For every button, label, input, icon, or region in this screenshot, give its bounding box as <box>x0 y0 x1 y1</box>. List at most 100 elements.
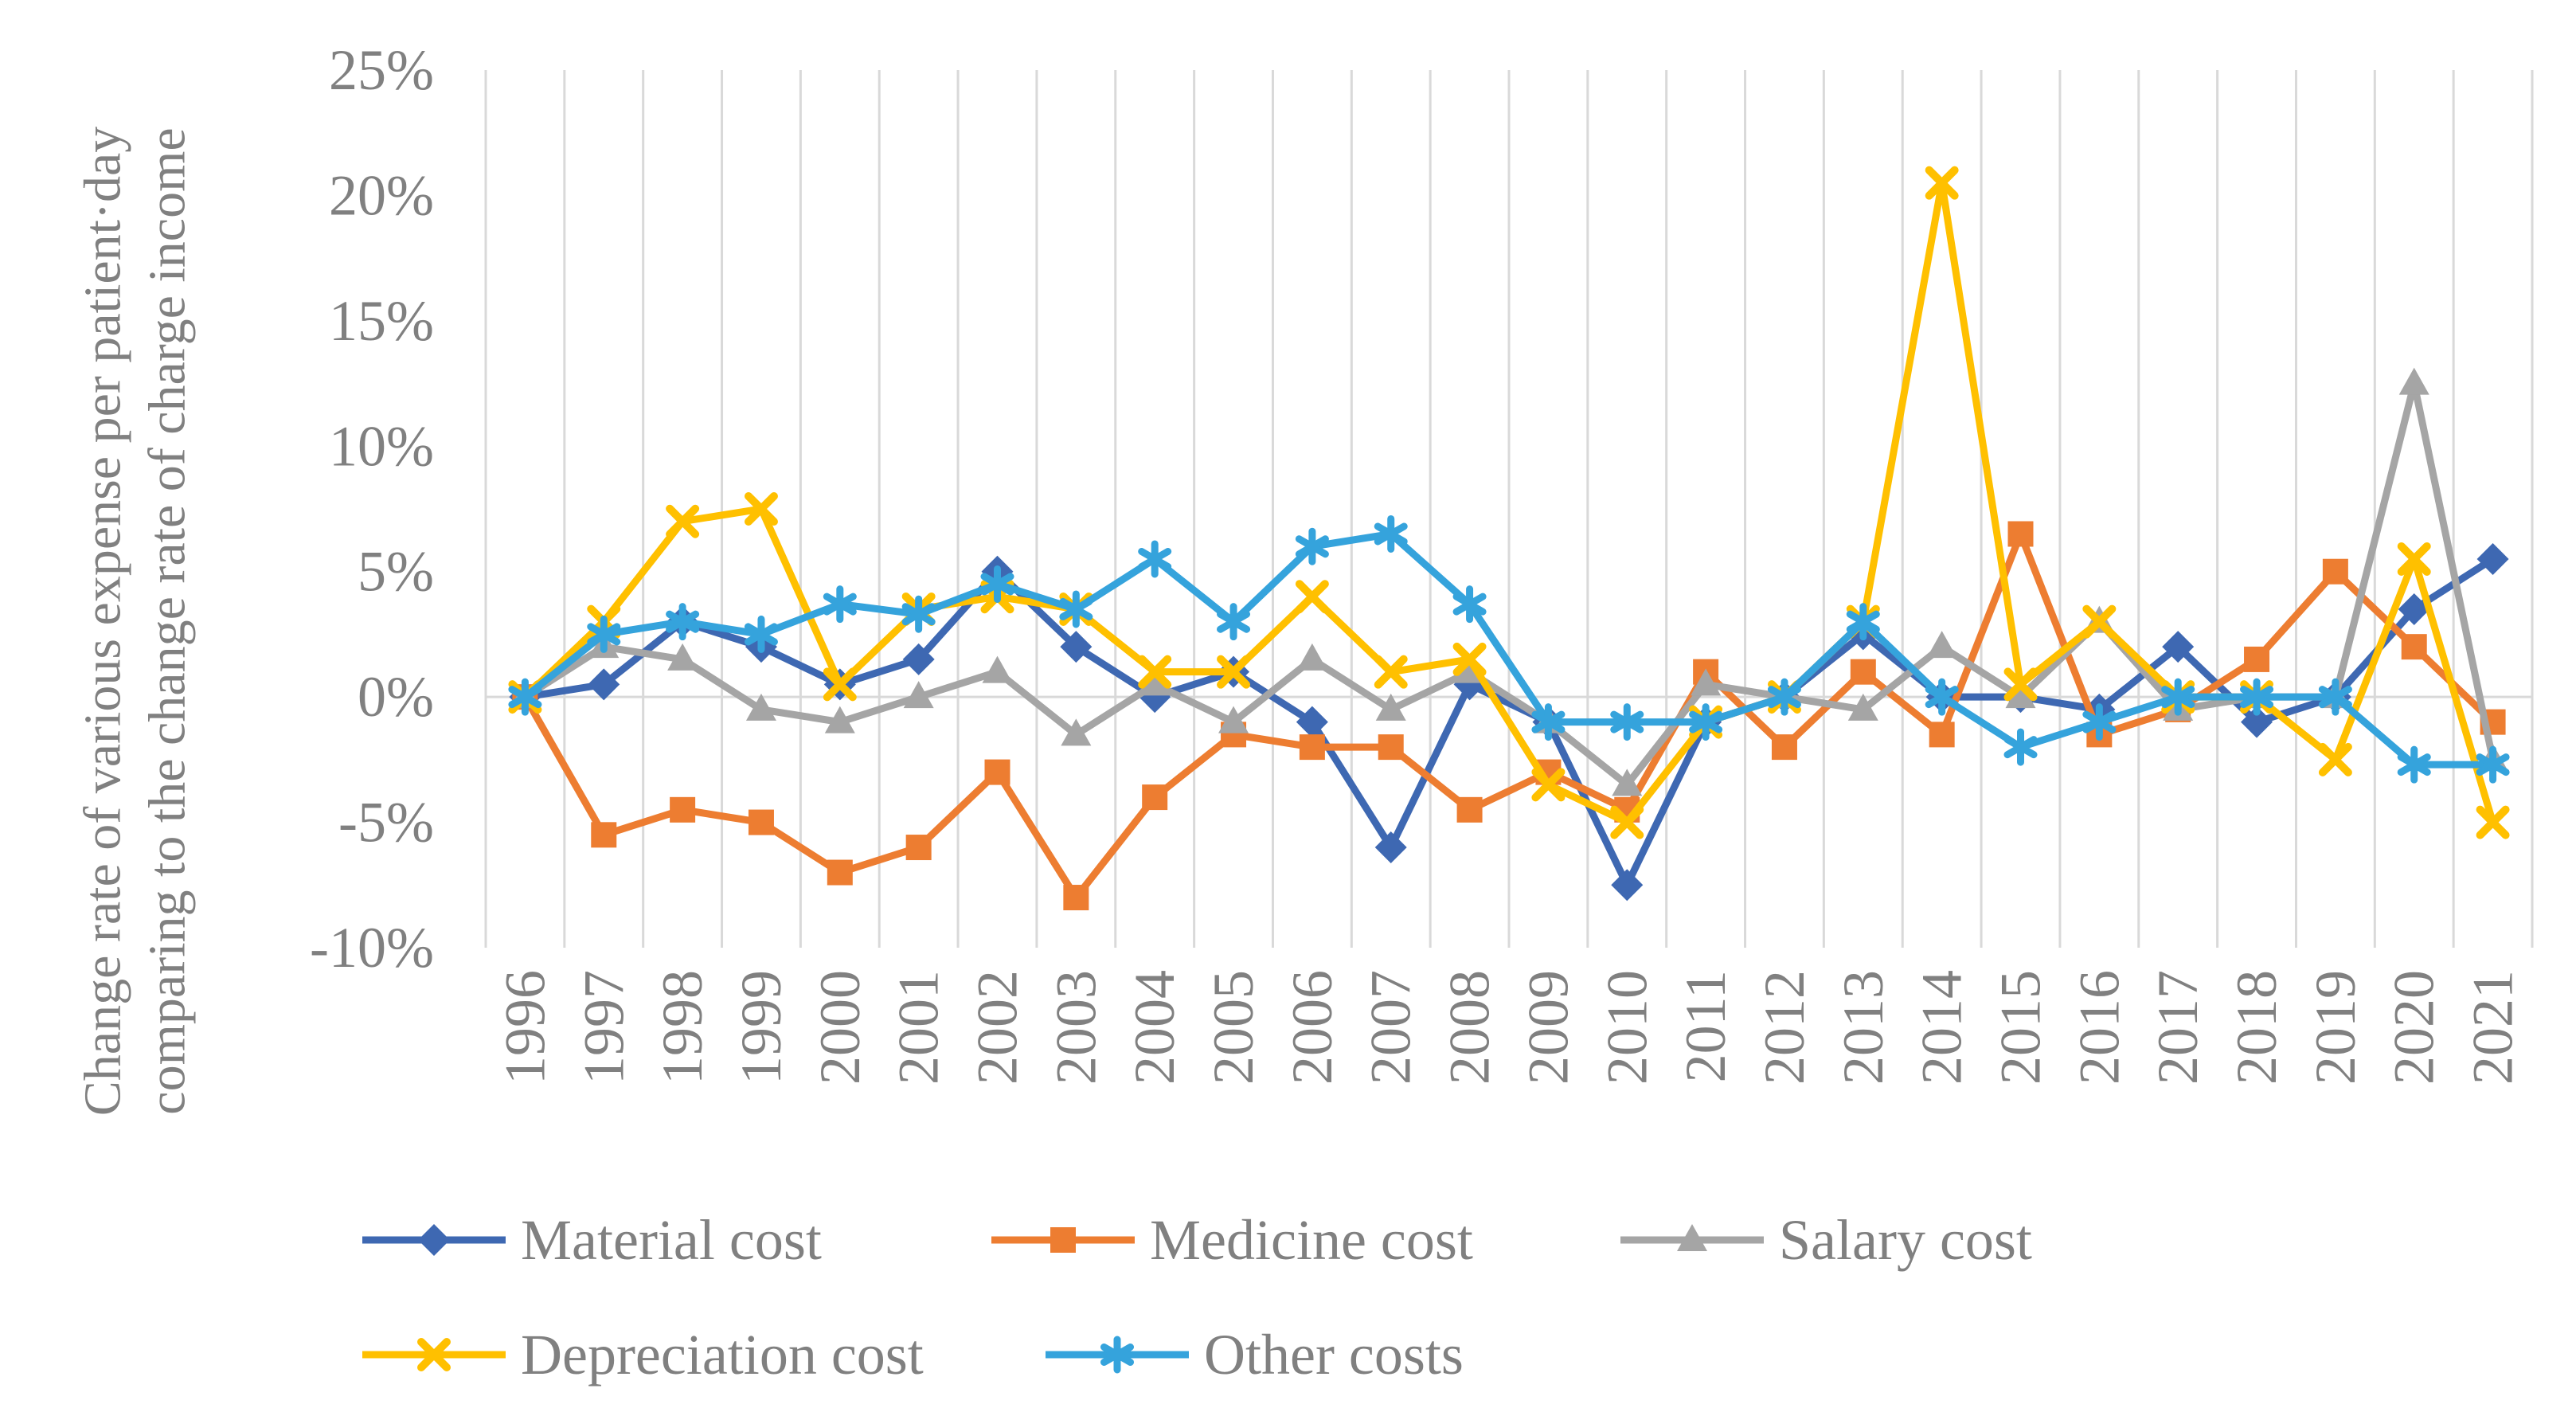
diamond-marker-icon <box>1060 631 1093 663</box>
asterisk-marker-icon <box>2397 745 2431 784</box>
triangle-marker-icon <box>745 693 776 721</box>
y-tick-label: -10% <box>310 916 434 980</box>
x-tick-label: 1999 <box>729 970 793 1085</box>
triangle-marker-icon <box>1847 693 1878 721</box>
chart-canvas: 25%20%15%10%5%0%-5%-10%1996 1997 1998 1999 2… <box>310 38 2534 1085</box>
legend-item-medicine-cost: Medicine cost <box>987 1204 1473 1276</box>
square-marker-icon <box>670 796 696 823</box>
asterisk-marker-icon <box>1531 703 1566 741</box>
x-marker-icon <box>823 667 857 702</box>
x-tick-label: 2019 <box>2304 970 2367 1085</box>
x-tick-label: 2020 <box>2383 970 2446 1085</box>
triangle-marker-icon <box>1375 693 1406 721</box>
y-axis-tick-labels: 25% 20% 15% 10% 5% 0% -5% -10% <box>310 38 434 980</box>
y-tick-label: -5% <box>338 791 434 855</box>
gridlines <box>484 70 2534 948</box>
diamond-marker-icon <box>2241 706 2273 738</box>
x-marker-icon <box>744 492 778 526</box>
square-marker-icon <box>1850 659 1876 685</box>
y-tick-label: 10% <box>329 414 434 478</box>
square-marker-icon <box>2322 558 2348 585</box>
square-marker-icon <box>905 835 932 861</box>
x-tick-label: 2006 <box>1280 970 1344 1085</box>
x-tick-label: 2003 <box>1044 970 1108 1085</box>
square-marker-icon <box>748 809 774 835</box>
legend-item-other-costs: Other costs <box>1042 1319 1464 1390</box>
triangle-marker-icon <box>1612 769 1643 796</box>
legend-square-marker-icon <box>991 1227 1135 1253</box>
x-tick-label: 2004 <box>1123 970 1186 1085</box>
asterisk-marker-icon <box>1610 703 1644 741</box>
legend-item-material-cost: Material cost <box>358 1204 822 1276</box>
triangle-marker-icon <box>2005 681 2036 709</box>
legend-x-marker-icon <box>362 1338 506 1371</box>
asterisk-marker-icon <box>823 585 857 624</box>
x-tick-label: 2000 <box>808 970 872 1085</box>
asterisk-marker-icon <box>1452 585 1487 624</box>
square-marker-icon <box>827 859 853 886</box>
x-marker-icon <box>1925 166 1959 200</box>
triangle-marker-icon <box>1296 643 1327 671</box>
square-marker-icon <box>1378 734 1404 761</box>
asterisk-marker-icon <box>2318 678 2352 716</box>
x-marker-icon <box>1217 655 1251 689</box>
asterisk-marker-icon <box>1100 1336 1134 1374</box>
legend-label: Depreciation cost <box>521 1322 924 1387</box>
triangle-marker-icon <box>1677 1224 1707 1251</box>
square-marker-icon <box>1929 722 1955 748</box>
legend-label: Material cost <box>521 1207 822 1272</box>
asterisk-marker-icon <box>1059 590 1093 628</box>
asterisk-marker-icon <box>1767 678 1801 716</box>
asterisk-marker-icon <box>1846 603 1880 641</box>
asterisk-marker-icon <box>666 603 700 641</box>
square-marker-icon <box>1050 1227 1076 1253</box>
x-marker-icon <box>2476 805 2510 839</box>
diamond-marker-icon <box>1374 831 1407 864</box>
asterisk-marker-icon <box>2161 678 2195 716</box>
x-tick-label: 2005 <box>1202 970 1265 1085</box>
asterisk-marker-icon <box>980 565 1014 603</box>
x-tick-label: 2015 <box>1989 970 2053 1085</box>
square-marker-icon <box>1063 885 1089 911</box>
square-marker-icon <box>1771 734 1797 761</box>
legend-triangle-marker-icon <box>1620 1224 1764 1251</box>
x-tick-label: 2010 <box>1595 970 1659 1085</box>
x-marker-icon <box>1610 805 1644 839</box>
triangle-marker-icon <box>982 655 1013 683</box>
series-line <box>521 555 2497 889</box>
x-tick-label: 2017 <box>2146 970 2210 1085</box>
asterisk-marker-icon <box>901 595 936 633</box>
triangle-marker-icon <box>2398 367 2429 395</box>
y-tick-label: 15% <box>329 289 434 353</box>
x-marker-icon <box>666 504 700 538</box>
asterisk-marker-icon <box>1138 540 1172 578</box>
diamond-marker-icon <box>902 643 935 675</box>
x-tick-label: 1998 <box>651 970 714 1085</box>
square-marker-icon <box>1299 734 1325 761</box>
legend-item-salary-cost: Salary cost <box>1616 1204 2032 1276</box>
triangle-marker-icon <box>667 643 698 671</box>
x-tick-label: 1996 <box>493 970 557 1085</box>
x-marker-icon <box>1374 655 1408 689</box>
series-line <box>521 380 2497 788</box>
x-marker-icon <box>1138 655 1172 689</box>
legend-label: Salary cost <box>1779 1207 2032 1272</box>
diamond-marker-icon <box>588 668 620 701</box>
triangle-marker-icon <box>1139 668 1171 696</box>
x-tick-label: 2016 <box>2067 970 2131 1085</box>
y-tick-label: 20% <box>329 163 434 227</box>
x-tick-label: 2008 <box>1438 970 1502 1085</box>
asterisk-marker-icon <box>744 615 778 653</box>
x-tick-label: 2018 <box>2225 970 2289 1085</box>
asterisk-marker-icon <box>1217 603 1251 641</box>
triangle-marker-icon <box>1061 718 1092 746</box>
x-marker-icon <box>1295 580 1329 614</box>
x-marker-icon <box>2003 667 2038 702</box>
x-tick-label: 2002 <box>966 970 1030 1085</box>
x-tick-label: 2014 <box>1910 970 1974 1085</box>
x-tick-label: 1997 <box>572 970 635 1085</box>
diamond-marker-icon <box>418 1224 450 1256</box>
triangle-marker-icon <box>824 706 855 733</box>
